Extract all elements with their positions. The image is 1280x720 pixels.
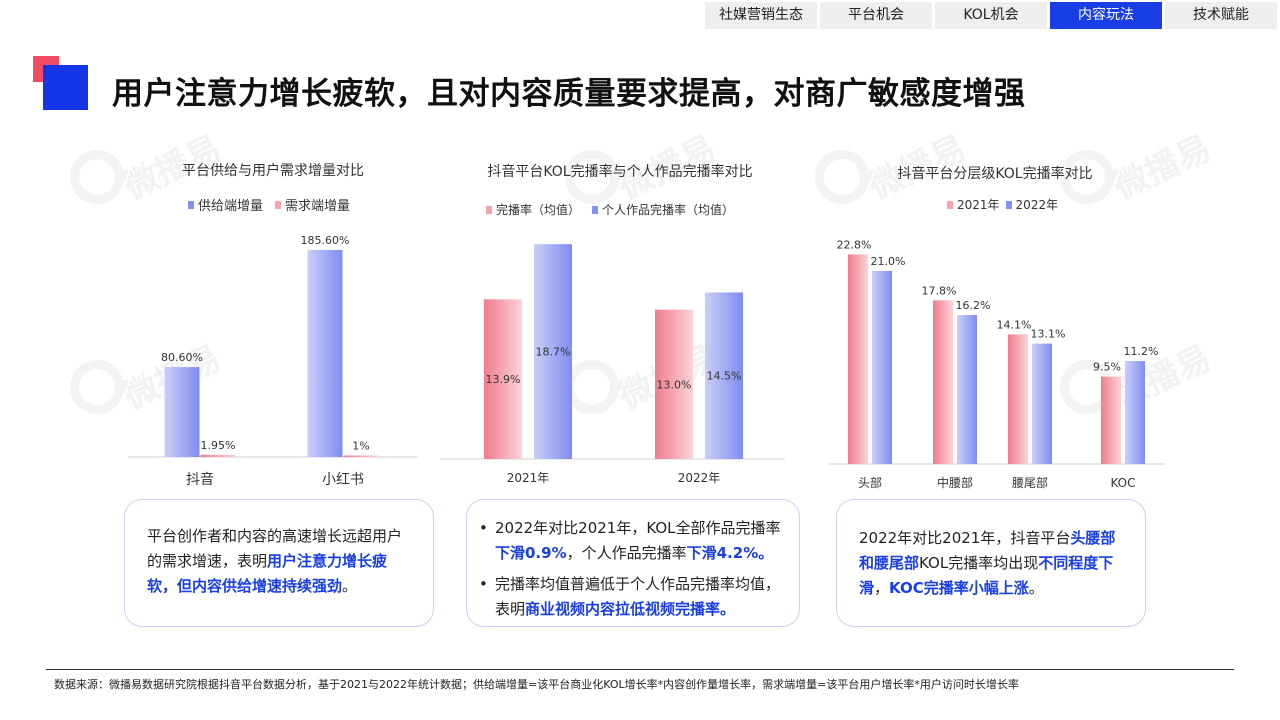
legend-label-demand: 需求端增量 [285, 199, 351, 214]
chart2-legend: 完播率（均值） 个人作品完播率（均值） [486, 201, 746, 218]
box2-bullet-2: 完播率均值普遍低于个人作品完播率均值，表明商业视频内容拉低视频完播率。 [477, 572, 789, 622]
bar-2021年-中腰部 [933, 300, 953, 464]
footnote: 数据来源：微播易数据研究院根据抖音平台数据分析，基于2021与2022年统计数据… [54, 678, 1019, 691]
box2-b1-highlight-2: 下滑4.2%。 [686, 544, 774, 562]
data-label: 80.60% [161, 351, 203, 364]
box3-text-3: ， [874, 579, 890, 597]
insight-box-2: 2022年对比2021年，KOL全部作品完播率下滑0.9%，个人作品完播率下滑4… [466, 499, 800, 627]
data-label: 13.9% [486, 373, 521, 386]
chart3-title: 抖音平台分层级KOL完播率对比 [897, 166, 1093, 182]
nav-tab-content-play[interactable]: 内容玩法 [1050, 2, 1162, 29]
bar-2021年-KOC [1101, 376, 1121, 464]
box2-b2-text: 完播率均值普遍低于个人作品完播率均值，表明 [495, 575, 781, 618]
bar-2022年-KOC [1125, 361, 1145, 464]
data-label: 9.5% [1093, 361, 1121, 374]
nav-tab-platform-opportunity[interactable]: 平台机会 [820, 2, 932, 29]
data-label: 22.8% [837, 238, 872, 251]
insight-box-3: 2022年对比2021年，抖音平台头腰部和腰尾部KOL完播率均出现不同程度下滑，… [836, 499, 1146, 627]
chart3-plot: 22.8% 21.0% 头部 17.8% 16.2% 中腰部 14.1%13.1% 腰尾部 9.… [829, 238, 1165, 490]
watermark-logo-icon [565, 150, 619, 204]
bar-完播率（均值）-2022年 [655, 309, 693, 459]
watermark-logo-icon [815, 150, 869, 204]
title-accent-blue [43, 65, 88, 110]
box3-highlight-1: 头腰部和腰尾部 [859, 529, 1116, 572]
box3-highlight-3: KOC完播率小幅上涨 [889, 579, 1029, 597]
category-label: 抖音 [186, 471, 214, 488]
box3-text-4: 。 [1028, 579, 1044, 597]
chart1-title: 平台供给与用户需求增量对比 [182, 163, 364, 179]
category-label: KOC [1110, 476, 1135, 490]
data-label: 13.0% [657, 378, 692, 391]
box1-text: 平台创作者和内容的高速增长远超用户的需求增速，表明 [147, 527, 403, 570]
data-label: 14.1% [997, 318, 1032, 331]
bar-供给端增量-小红书 [307, 249, 343, 457]
nav-tab-kol-opportunity[interactable]: KOL机会 [935, 2, 1047, 29]
nav-tab-social-ecosystem[interactable]: 社媒营销生态 [705, 2, 817, 29]
box2-b2-highlight: 商业视频内容拉低视频完播率。 [525, 600, 736, 618]
data-label: 185.60% [301, 234, 350, 247]
data-label: 1.95% [201, 439, 236, 452]
category-label: 中腰部 [937, 475, 973, 490]
chart1-plot: 80.60% 1.95% 抖音 185.60% 1% 小红书 [128, 234, 418, 488]
page-title: 用户注意力增长疲软，且对内容质量要求提高，对商广敏感度增强 [112, 76, 1026, 112]
legend-swatch-2022 [1005, 200, 1012, 209]
bar-2022年-头部 [872, 270, 892, 464]
category-label: 小红书 [322, 472, 364, 488]
bar-2021年-腰尾部 [1008, 334, 1028, 464]
chart1-legend: 供给端增量 需求端增量 [188, 195, 362, 214]
box2-bullet-1: 2022年对比2021年，KOL全部作品完播率下滑0.9%，个人作品完播率下滑4… [477, 516, 789, 566]
bar-个人作品完播率（均值）-2022年 [705, 292, 743, 459]
legend-label-completion: 完播率（均值） [496, 203, 581, 217]
category-label: 头部 [858, 475, 882, 490]
box1-end: 。 [342, 577, 358, 595]
category-label: 2021年 [507, 471, 550, 485]
chart3-legend: 2021年 2022年 [947, 196, 1070, 213]
box1-highlight: 用户注意力增长疲软，但内容供给增速持续强劲 [147, 552, 388, 595]
bar-2021年-头部 [848, 254, 868, 464]
legend-label-supply: 供给端增量 [198, 199, 264, 214]
box3-highlight-2: 不同程度下滑 [859, 554, 1114, 597]
chart2-title: 抖音平台KOL完播率与个人作品完播率对比 [487, 164, 753, 180]
insight-box-1: 平台创作者和内容的高速增长远超用户的需求增速，表明用户注意力增长疲软，但内容供给… [124, 499, 434, 627]
legend-label-personal: 个人作品完播率（均值） [602, 203, 735, 217]
legend-swatch-demand [275, 200, 282, 209]
data-label: 17.8% [922, 284, 957, 297]
box3-text-1: 2022年对比2021年，抖音平台 [859, 529, 1071, 547]
box2-b1-text: 2022年对比2021年，KOL全部作品完播率 [495, 519, 781, 537]
legend-label-2021: 2021年 [957, 198, 1000, 212]
footnote-divider [46, 669, 1234, 670]
legend-label-2022: 2022年 [1015, 198, 1059, 212]
bar-供给端增量-抖音 [164, 367, 200, 457]
data-label: 11.2% [1124, 345, 1159, 358]
bar-2022年-腰尾部 [1032, 343, 1052, 464]
bar-2022年-中腰部 [957, 315, 977, 464]
legend-swatch-personal [592, 205, 599, 214]
chart2-plot: 13.9% 18.7% 2021年 13.0% 14.5% 2022年 [440, 244, 785, 485]
watermark-logo-icon [1060, 150, 1114, 204]
bar-个人作品完播率（均值）-2021年 [534, 244, 572, 459]
watermark-logo-icon [70, 360, 124, 414]
data-label: 1% [352, 440, 369, 453]
legend-swatch-completion [486, 205, 492, 214]
data-label: 14.5% [707, 370, 742, 383]
legend-swatch-supply [188, 200, 194, 209]
category-label: 2022年 [678, 471, 721, 485]
data-label: 21.0% [871, 255, 906, 268]
data-label: 18.7% [536, 346, 571, 359]
section-nav: 社媒营销生态 平台机会 KOL机会 内容玩法 技术赋能 [705, 2, 1277, 29]
legend-swatch-2021 [947, 200, 953, 209]
box3-text-2: KOL完播率均出现 [919, 554, 1039, 572]
box2-b1-text-2: ，个人作品完播率 [566, 544, 687, 562]
bar-完播率（均值）-2021年 [484, 299, 522, 459]
data-label: 13.1% [1031, 328, 1066, 341]
nav-tab-tech-empowerment[interactable]: 技术赋能 [1165, 2, 1277, 29]
category-label: 腰尾部 [1012, 475, 1048, 490]
bar-需求端增量-小红书 [343, 455, 379, 457]
data-label: 16.2% [956, 299, 991, 312]
box2-b1-highlight-1: 下滑0.9% [495, 544, 567, 562]
watermark-logo-icon [70, 150, 124, 204]
bar-需求端增量-抖音 [200, 454, 236, 457]
